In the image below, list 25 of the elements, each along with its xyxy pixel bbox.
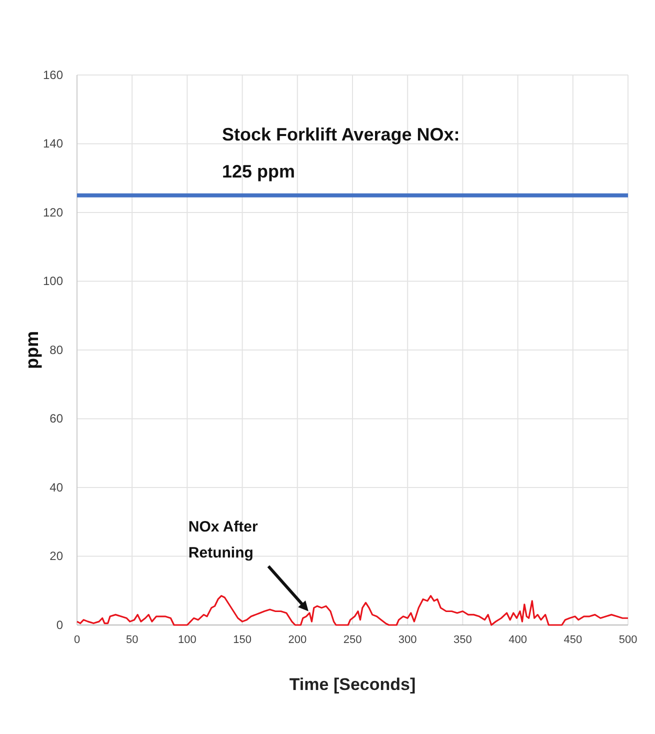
line-series [76,594,629,626]
y-tick-label: 80 [50,342,64,357]
y-tick-label: 160 [42,68,64,82]
x-tick-label: 150 [233,634,252,646]
x-tick-label: 500 [618,634,638,646]
y-tick-label: 120 [42,205,64,220]
x-tick-label: 350 [454,634,472,646]
x-tick-label: 200 [288,634,307,646]
y-tick-label: 100 [42,274,64,288]
ref-line-label: Stock Forklift Average NOx: 125 ppm [222,124,460,182]
y-tick-label: 140 [42,136,64,151]
x-tick-label: 50 [126,634,138,646]
y-tick-label: 40 [50,480,64,494]
y-tick-label: 20 [50,549,64,564]
y-tick-label: 60 [50,412,64,426]
x-tick-label: 450 [564,634,582,646]
x-tick-label: 0 [74,634,80,646]
x-tick-label: 400 [508,634,527,646]
annotation: NOx After Retuning [188,518,258,562]
y-tick-label: 0 [56,618,64,632]
x-axis-title: Time [Seconds] [289,675,416,694]
x-tick-label: 300 [398,634,417,646]
x-tick-label: 250 [343,634,362,646]
x-tick-label: 100 [178,634,196,646]
y-axis-title: ppm [22,331,42,369]
